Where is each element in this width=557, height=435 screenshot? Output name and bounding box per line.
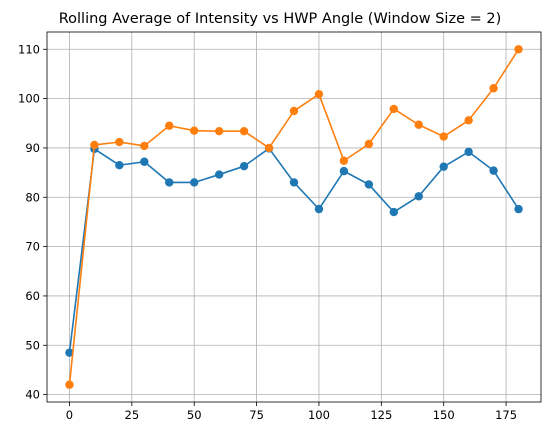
x-tick-label: 75 [249, 408, 264, 422]
series-2-point [514, 45, 523, 54]
series-2-point [165, 121, 174, 130]
x-tick-label: 0 [66, 408, 73, 422]
series-2-point [140, 141, 149, 151]
series-1-point [165, 178, 174, 187]
grid-lines [47, 32, 541, 402]
y-tick-label: 40 [25, 388, 40, 402]
axis-ticks: 0 25 50 75 100 125 150 175 40 50 60 70 80 90 100 110 [18, 42, 517, 422]
series-1-point [364, 180, 374, 189]
y-tick-label: 90 [25, 141, 40, 155]
y-tick-label: 80 [25, 190, 40, 204]
series-1-point [414, 192, 423, 201]
series-2-point [90, 140, 99, 150]
y-tick-label: 70 [25, 240, 40, 254]
series-1-point [115, 161, 124, 170]
series-1-point [140, 157, 149, 166]
y-tick-label: 110 [18, 42, 40, 56]
series-2-point [264, 143, 274, 153]
series-1-point [289, 178, 299, 187]
series-2-point [214, 126, 224, 136]
series-2-point [414, 120, 423, 129]
series-1-point [489, 166, 498, 175]
series-1-point [514, 204, 523, 214]
x-tick-label: 25 [125, 408, 140, 422]
series-2-point [314, 89, 324, 99]
y-tick-label: 100 [18, 92, 40, 106]
series-1-point [214, 170, 224, 179]
series-1-point [65, 348, 74, 357]
chart-title: Rolling Average of Intensity vs HWP Angl… [59, 11, 502, 27]
y-tick-label: 60 [25, 289, 40, 303]
series-layer [65, 45, 523, 389]
x-tick-label: 175 [495, 408, 517, 422]
series-2-point [364, 139, 374, 149]
series-2-point [115, 137, 124, 147]
series-1-point [239, 161, 249, 171]
series-2-line [68, 48, 520, 385]
x-tick-label: 150 [433, 408, 455, 422]
x-tick-label: 100 [308, 408, 330, 422]
series-1-point [314, 204, 324, 214]
series-1-point [464, 147, 473, 157]
series-2-point [389, 104, 398, 114]
series-1-point [190, 178, 199, 187]
series-2-point [439, 132, 448, 141]
series-2-point [65, 380, 74, 389]
axes-frame [46, 31, 542, 403]
series-1-point [439, 162, 448, 171]
series-2-point [339, 156, 349, 165]
series-2-point [289, 106, 299, 116]
series-2-point [239, 126, 249, 136]
series-2-point [190, 126, 199, 135]
x-tick-label: 50 [187, 408, 202, 422]
series-2-point [489, 84, 498, 93]
series-1-point [339, 166, 349, 176]
x-tick-label: 125 [370, 408, 392, 422]
series-2-point [464, 116, 473, 125]
y-tick-label: 50 [25, 338, 40, 352]
series-1-point [389, 207, 398, 217]
